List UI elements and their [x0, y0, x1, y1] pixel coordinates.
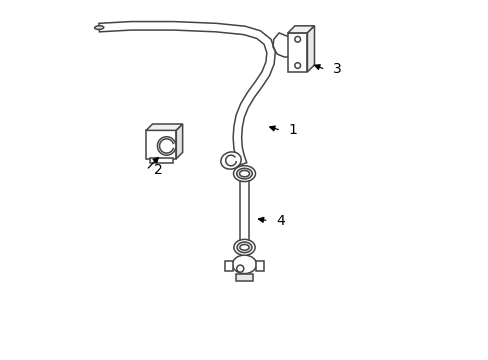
- Ellipse shape: [94, 26, 103, 30]
- Polygon shape: [307, 26, 314, 72]
- FancyBboxPatch shape: [235, 274, 253, 281]
- Ellipse shape: [239, 170, 249, 177]
- Polygon shape: [240, 180, 248, 248]
- FancyBboxPatch shape: [146, 130, 176, 159]
- FancyBboxPatch shape: [224, 261, 232, 271]
- FancyBboxPatch shape: [256, 261, 264, 271]
- FancyBboxPatch shape: [287, 33, 307, 72]
- FancyBboxPatch shape: [149, 158, 172, 163]
- Ellipse shape: [233, 239, 255, 255]
- Circle shape: [294, 36, 300, 42]
- Polygon shape: [287, 26, 314, 33]
- Ellipse shape: [232, 255, 256, 274]
- Ellipse shape: [221, 152, 241, 169]
- Ellipse shape: [237, 242, 251, 253]
- Text: 3: 3: [332, 62, 341, 76]
- Circle shape: [159, 138, 174, 154]
- Ellipse shape: [236, 168, 252, 179]
- Polygon shape: [146, 124, 183, 130]
- Text: 4: 4: [276, 214, 285, 228]
- Polygon shape: [176, 124, 183, 159]
- Polygon shape: [99, 22, 275, 166]
- Text: 1: 1: [288, 123, 297, 138]
- Circle shape: [294, 63, 300, 68]
- Circle shape: [236, 265, 244, 272]
- Ellipse shape: [233, 166, 255, 181]
- Text: 2: 2: [154, 163, 163, 177]
- Ellipse shape: [240, 244, 248, 250]
